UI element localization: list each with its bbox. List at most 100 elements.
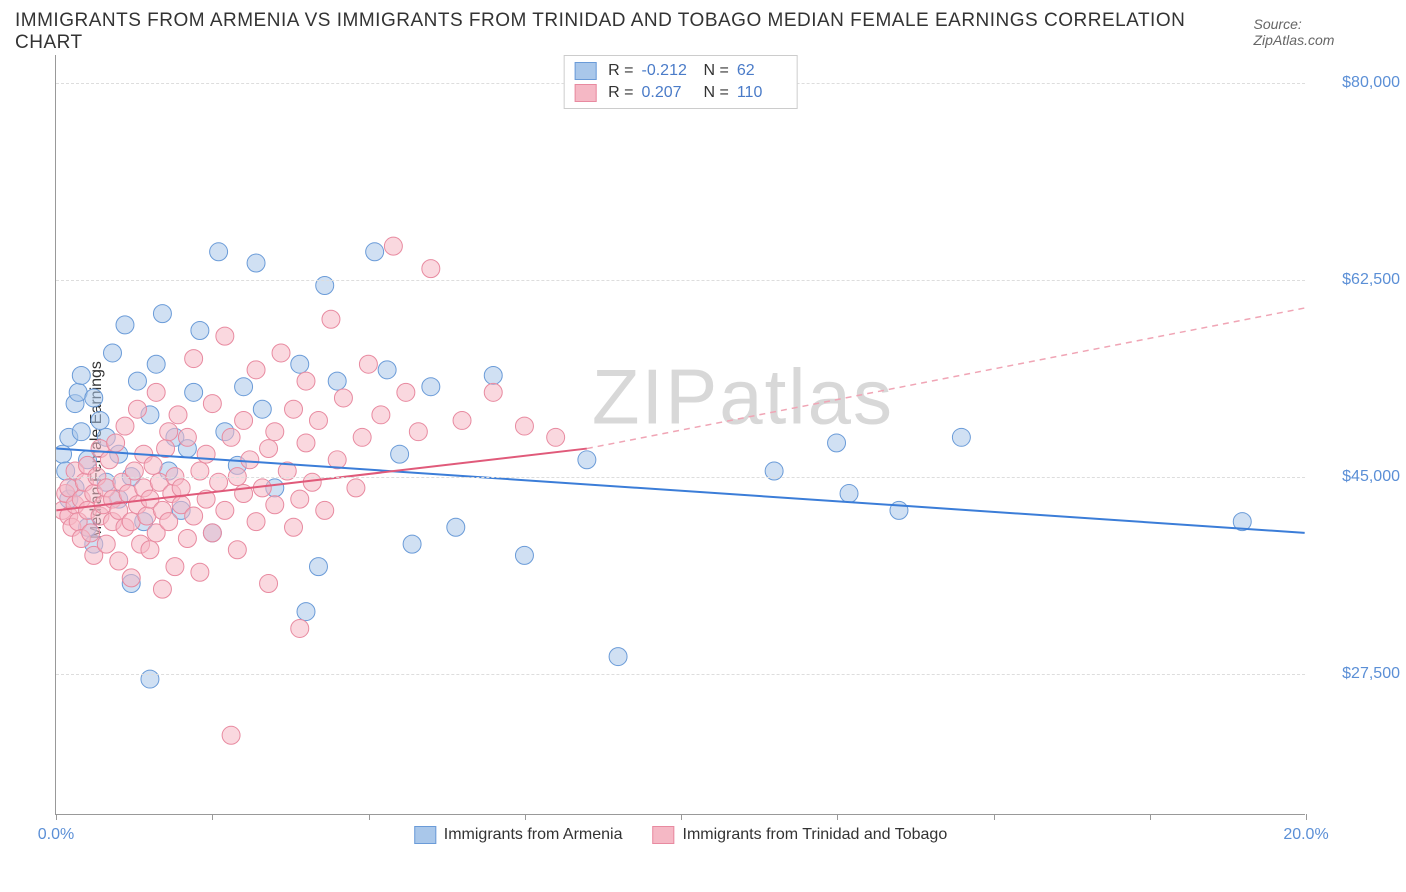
scatter-point [104,513,122,531]
scatter-point [107,434,125,452]
scatter-point [247,361,265,379]
scatter-point [297,434,315,452]
scatter-point [422,260,440,278]
scatter-point [484,383,502,401]
scatter-point [56,445,72,463]
scatter-point [147,524,165,542]
scatter-point [185,383,203,401]
chart-area: Median Female Earnings ZIPatlas R = -0.2… [0,45,1406,855]
scatter-point [359,355,377,373]
scatter-point [453,411,471,429]
scatter-point [316,501,334,519]
scatter-point [97,479,115,497]
scatter-point [285,518,303,536]
scatter-point [94,496,112,514]
scatter-point [309,558,327,576]
scatter-point [85,546,103,564]
scatter-point [66,395,84,413]
scatter-point [122,513,140,531]
x-tick-mark [212,814,213,820]
scatter-point [260,440,278,458]
scatter-point [272,344,290,362]
scatter-point [153,501,171,519]
scatter-point [347,479,365,497]
x-tick-mark [369,814,370,820]
scatter-point [178,428,196,446]
scatter-point [60,507,78,525]
x-tick-mark [1150,814,1151,820]
scatter-point [172,479,190,497]
legend-row-armenia: R = -0.212 N = 62 [574,60,787,82]
scatter-point [79,501,97,519]
scatter-point [69,513,87,531]
swatch-armenia-bottom [414,826,436,844]
scatter-point [216,501,234,519]
scatter-point [291,355,309,373]
scatter-point [60,490,78,508]
scatter-point [135,445,153,463]
scatter-point [128,372,146,390]
scatter-point [144,456,162,474]
scatter-point [397,383,415,401]
scatter-point [328,451,346,469]
gridline [56,674,1305,675]
scatter-point [100,451,118,469]
scatter-point [222,428,240,446]
scatter-point [578,451,596,469]
scatter-point [515,417,533,435]
scatter-point [110,501,128,519]
scatter-point [297,603,315,621]
scatter-point [153,580,171,598]
scatter-point [191,322,209,340]
scatter-point [72,490,90,508]
x-tick-mark [994,814,995,820]
x-tick-mark [837,814,838,820]
scatter-point [309,411,327,429]
scatter-point [203,524,221,542]
scatter-point [160,423,178,441]
scatter-point [609,648,627,666]
x-tick-mark [681,814,682,820]
scatter-point [153,305,171,323]
scatter-point [138,507,156,525]
scatter-point [952,428,970,446]
scatter-point [266,496,284,514]
scatter-point [110,552,128,570]
scatter-point [291,619,309,637]
scatter-point [322,310,340,328]
scatter-point [266,479,284,497]
scatter-point [141,670,159,688]
scatter-point [163,485,181,503]
scatter-point [79,451,97,469]
scatter-point [285,400,303,418]
scatter-point [228,456,246,474]
scatter-point [128,496,146,514]
scatter-point [147,355,165,373]
scatter-point [247,513,265,531]
scatter-point [266,423,284,441]
scatter-point [63,518,81,536]
scatter-point [128,400,146,418]
scatter-point [141,541,159,559]
scatter-point [66,479,84,497]
watermark: ZIPatlas [592,351,894,442]
scatter-point [91,507,109,525]
scatter-point [135,513,153,531]
scatter-point [69,383,87,401]
scatter-point [178,440,196,458]
scatter-point [241,451,259,469]
scatter-point [57,485,75,503]
scatter-point [890,501,908,519]
scatter-point [72,423,90,441]
scatter-point [56,501,72,519]
scatter-point [303,473,321,491]
scatter-point [216,327,234,345]
scatter-point [353,428,371,446]
scatter-point [160,513,178,531]
scatter-point [110,490,128,508]
scatter-point [150,473,168,491]
scatter-point [235,378,253,396]
source-attribution: Source: ZipAtlas.com [1254,16,1387,48]
scatter-point [178,530,196,548]
scatter-point [97,473,115,491]
